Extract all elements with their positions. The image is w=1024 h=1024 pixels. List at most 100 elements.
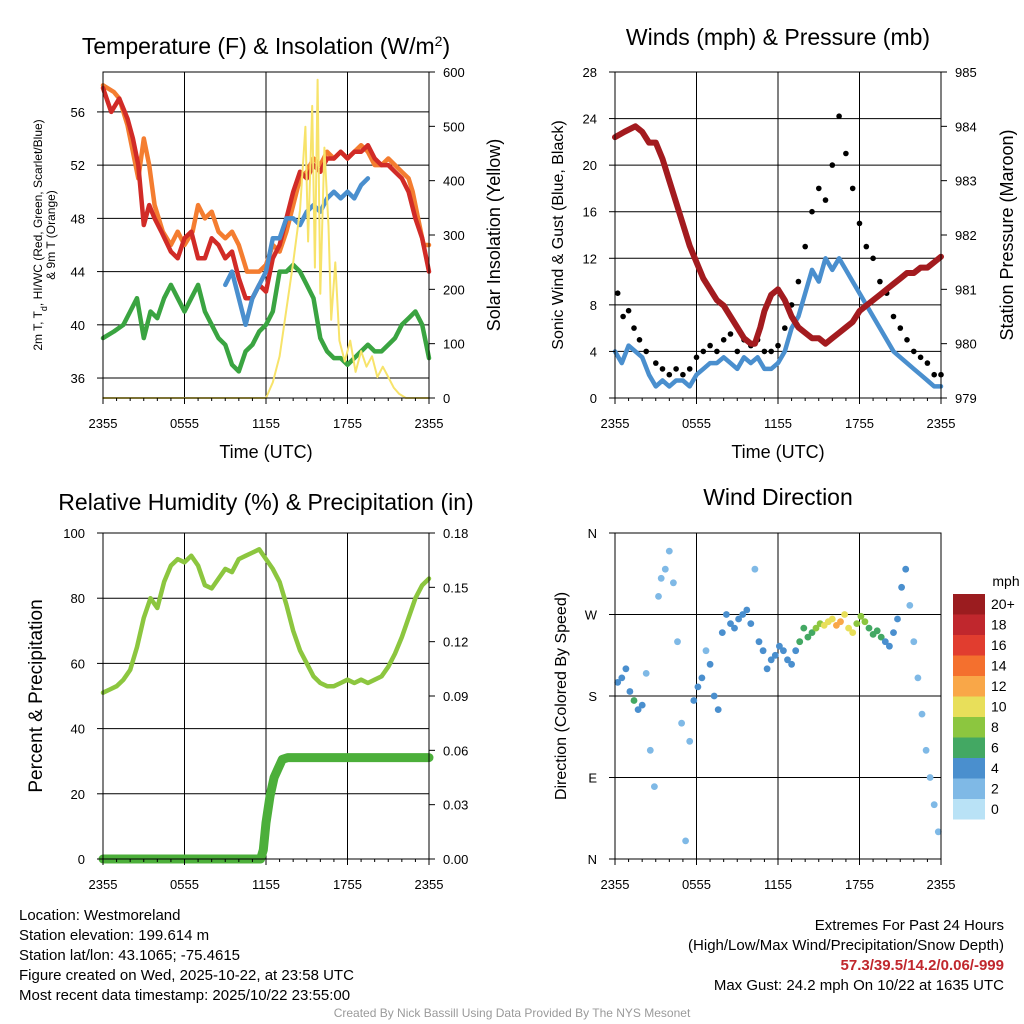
direction-point bbox=[865, 624, 873, 632]
x-tick-label: 1155 bbox=[252, 416, 280, 431]
direction-point bbox=[714, 706, 722, 713]
direction-point bbox=[780, 647, 787, 655]
x-tick-label: 1155 bbox=[764, 416, 792, 431]
station-info: Location: Westmoreland Station elevation… bbox=[19, 906, 354, 1006]
direction-point bbox=[784, 656, 791, 664]
direction-point bbox=[890, 629, 897, 636]
direction-point bbox=[759, 647, 767, 655]
y2-tick-label: 300 bbox=[443, 228, 465, 243]
wdir-ticks: 2355 0555 1155 1755 2355 N E S W N bbox=[585, 526, 956, 892]
legend-swatch bbox=[953, 799, 985, 820]
direction-point bbox=[743, 606, 751, 614]
gust-point bbox=[802, 243, 808, 250]
direction-point bbox=[837, 618, 844, 626]
extremes-title: Extremes For Past 24 Hours bbox=[814, 917, 1004, 934]
direction-point bbox=[751, 565, 759, 573]
gust-point bbox=[870, 255, 876, 262]
x-tick-label: 2355 bbox=[927, 416, 956, 431]
y2-tick-label: 0.00 bbox=[443, 852, 468, 867]
direction-point bbox=[776, 642, 783, 650]
direction-point bbox=[739, 611, 747, 618]
gust-point bbox=[720, 337, 727, 343]
direction-point bbox=[634, 706, 642, 713]
direction-point bbox=[698, 674, 706, 682]
y-tick-label: 100 bbox=[63, 526, 85, 541]
gust-point bbox=[636, 337, 643, 343]
y2-tick-label: 980 bbox=[955, 337, 977, 352]
gust-point bbox=[836, 113, 842, 119]
winds-panel: Winds (mph) & Pressure (mb) 2355 0555 1155… bbox=[550, 24, 1017, 462]
x-tick-label: 2355 bbox=[415, 416, 444, 431]
x-tick-label: 0555 bbox=[170, 877, 199, 892]
gust-point bbox=[700, 348, 707, 355]
extremes-values: 57.3/39.5/14.2/0.06/-999 bbox=[840, 957, 1004, 974]
gust-point bbox=[931, 371, 937, 378]
direction-point bbox=[828, 615, 836, 623]
y2-tick-label: 600 bbox=[443, 65, 465, 80]
x-tick-label: 0555 bbox=[170, 416, 199, 431]
direction-panel: Wind Direction 2355 0555 1155 1755 2355 N E S W N… bbox=[553, 484, 1020, 892]
speed-legend: 20+ 18 16 14 12 10 8 6 4 2 0 bbox=[953, 594, 1015, 820]
direction-point bbox=[630, 697, 638, 704]
direction-point bbox=[661, 565, 669, 573]
wdir-grid bbox=[614, 532, 942, 860]
x-tick-label: 2355 bbox=[601, 416, 630, 431]
location-text: Location: Westmoreland bbox=[19, 907, 181, 924]
direction-point bbox=[800, 624, 808, 632]
legend-label: 18 bbox=[991, 617, 1007, 633]
gust-point bbox=[924, 360, 931, 366]
wdir-series bbox=[614, 547, 942, 845]
gust-point bbox=[659, 366, 666, 372]
y2-tick-label: 983 bbox=[955, 174, 977, 189]
direction-point bbox=[898, 583, 905, 591]
direction-point bbox=[614, 679, 622, 686]
humidity-panel: Relative Humidity (%) & Precipitation (i… bbox=[26, 489, 474, 892]
gust-point bbox=[816, 185, 822, 192]
extremes-subtitle: (High/Low/Max Wind/Precipitation/Snow De… bbox=[688, 937, 1004, 954]
direction-point bbox=[926, 774, 934, 781]
wind-title: Winds (mph) & Pressure (mb) bbox=[626, 24, 930, 50]
legend-label: 4 bbox=[991, 760, 999, 776]
temp-series bbox=[100, 78, 432, 399]
legend-label: 14 bbox=[991, 658, 1007, 674]
created-text: Figure created on Wed, 2025-10-22, at 23… bbox=[19, 967, 354, 984]
direction-point bbox=[657, 574, 665, 582]
wind-ticks: 2355 0555 1155 1755 2355 0 4 8 12 16 20 24 28 979 980 9… bbox=[583, 65, 977, 431]
direction-point bbox=[767, 656, 775, 664]
max-gust-text: Max Gust: 24.2 mph On 10/22 at 1635 UTC bbox=[713, 977, 1004, 994]
direction-point bbox=[690, 697, 698, 704]
gust-point bbox=[666, 371, 673, 378]
y2-tick-label: 0 bbox=[443, 391, 450, 406]
gust-point bbox=[782, 325, 788, 331]
direction-point bbox=[922, 746, 930, 754]
direction-point bbox=[910, 638, 918, 646]
y-tick-label: 8 bbox=[590, 298, 597, 313]
gust-point bbox=[897, 325, 904, 331]
station-pressure-line bbox=[612, 123, 944, 347]
legend-label: 12 bbox=[991, 678, 1007, 694]
x-tick-label: 1755 bbox=[333, 416, 362, 431]
direction-point bbox=[881, 638, 889, 646]
y2-tick-label: 0.09 bbox=[443, 689, 468, 704]
direction-point bbox=[622, 665, 630, 673]
y2-tick-label: 984 bbox=[955, 119, 977, 134]
legend-swatch bbox=[953, 655, 985, 676]
gust-point bbox=[904, 337, 910, 343]
y-tick-label: 0 bbox=[78, 852, 85, 867]
wind-xlabel: Time (UTC) bbox=[731, 442, 824, 462]
gust-point bbox=[734, 348, 741, 355]
y-tick-label: N bbox=[588, 526, 597, 541]
x-tick-label: 1155 bbox=[764, 877, 792, 892]
y2-tick-label: 982 bbox=[955, 228, 977, 243]
gust-point bbox=[620, 313, 626, 320]
direction-point bbox=[731, 624, 738, 632]
direction-point bbox=[886, 642, 893, 650]
legend-swatch bbox=[953, 594, 985, 615]
y2-tick-label: 500 bbox=[443, 119, 465, 134]
gust-point bbox=[631, 325, 637, 331]
gust-point bbox=[761, 348, 768, 355]
wdir-ylabel: Direction (Colored By Speed) bbox=[553, 592, 570, 800]
y2-tick-label: 0.03 bbox=[443, 798, 468, 813]
direction-point bbox=[642, 670, 650, 677]
direction-point bbox=[906, 602, 914, 609]
